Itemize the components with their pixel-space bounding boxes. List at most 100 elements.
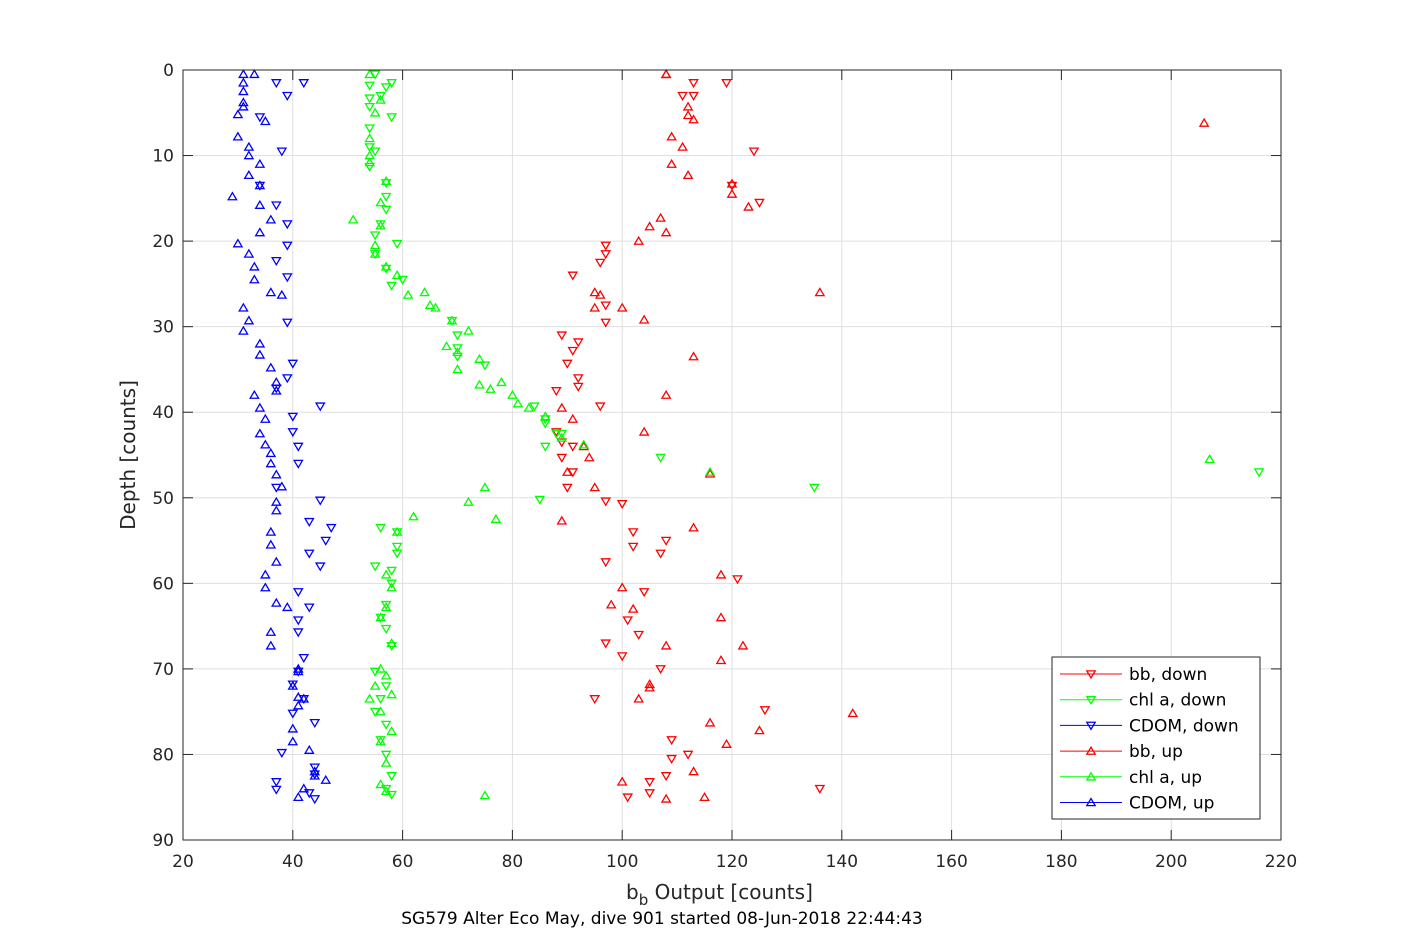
- marker-chl-a-up: [380, 757, 392, 767]
- marker-cdom-down: [314, 496, 326, 506]
- marker-bb-up: [666, 158, 677, 168]
- marker-chl-a-down: [386, 579, 397, 589]
- marker-cdom-up: [298, 693, 310, 703]
- marker-bb-down: [567, 442, 579, 452]
- marker-bb-down: [600, 318, 612, 328]
- marker-chl-a-down: [375, 523, 386, 533]
- marker-cdom-down: [276, 748, 288, 759]
- marker-chl-a-up: [463, 325, 474, 335]
- marker-chl-a-up: [463, 496, 474, 506]
- marker-cdom-down: [314, 562, 326, 572]
- marker-cdom-up: [270, 505, 282, 515]
- x-tick-label: 160: [935, 852, 967, 872]
- marker-bb-down: [561, 359, 573, 369]
- marker-chl-a-down: [364, 124, 375, 134]
- marker-bb-down: [814, 784, 826, 794]
- marker-bb-up: [660, 793, 672, 803]
- marker-bb-down: [660, 772, 672, 782]
- marker-chl-a-down: [364, 143, 375, 153]
- marker-bb-up: [633, 693, 645, 703]
- marker-bb-down: [666, 736, 677, 746]
- marker-chl-a-up: [375, 94, 386, 104]
- marker-cdom-down: [287, 709, 299, 719]
- marker-cdom-up: [276, 481, 288, 491]
- marker-cdom-up: [238, 101, 249, 111]
- legend: bb, down chl a, down CDOM, down bb, up chl a…: [1051, 656, 1261, 820]
- marker-bb-down: [589, 695, 601, 705]
- marker-cdom-down: [292, 442, 304, 452]
- marker-bb-down: [644, 789, 655, 799]
- marker-chl-a-up: [380, 785, 392, 796]
- marker-cdom-up: [287, 736, 299, 746]
- marker-chl-a-down: [375, 91, 386, 101]
- marker-bb-down: [627, 528, 639, 538]
- marker-cdom-up: [238, 325, 249, 335]
- marker-cdom-down: [276, 147, 288, 157]
- marker-bb-up: [660, 69, 672, 79]
- legend-marker-bb-down: [1085, 670, 1097, 680]
- marker-chl-a-up: [375, 779, 386, 789]
- marker-bb-down: [638, 588, 650, 598]
- legend-marker-chl-a-up: [1085, 771, 1097, 781]
- marker-cdom-up: [232, 131, 244, 141]
- marker-cdom-up: [270, 377, 282, 387]
- marker-bb-up: [644, 221, 655, 231]
- marker-bb-down: [600, 558, 612, 568]
- marker-cdom-down: [281, 318, 293, 328]
- marker-cdom-up: [270, 556, 282, 566]
- data-markers: [227, 69, 1265, 805]
- marker-chl-a-down: [386, 79, 397, 89]
- marker-cdom-up: [292, 700, 304, 710]
- marker-chl-a-up: [380, 175, 392, 186]
- marker-chl-a-up: [364, 133, 375, 143]
- marker-chl-a-up: [446, 315, 458, 325]
- marker-chl-a-up: [419, 287, 430, 297]
- marker-chl-a-up: [485, 383, 496, 393]
- marker-cdom-down: [292, 628, 304, 638]
- marker-chl-a-up: [441, 341, 452, 351]
- y-tick-label: 20: [152, 232, 174, 252]
- marker-chl-a-down: [369, 70, 381, 80]
- marker-chl-a-down: [375, 695, 386, 705]
- marker-cdom-up: [276, 289, 288, 299]
- marker-bb-up: [589, 287, 601, 297]
- y-tick-label: 50: [152, 489, 174, 509]
- marker-bb-down: [622, 793, 634, 803]
- marker-bb-up: [682, 101, 694, 111]
- marker-bb-down: [556, 453, 568, 463]
- marker-cdom-down: [281, 374, 293, 384]
- marker-bb-down: [567, 346, 579, 356]
- marker-chl-a-up: [424, 300, 436, 310]
- x-tick-label: 20: [172, 852, 194, 872]
- legend-box: [1051, 656, 1261, 820]
- marker-bb-up: [704, 468, 716, 478]
- marker-bb-down: [688, 79, 699, 89]
- marker-chl-a-up: [1204, 454, 1215, 464]
- x-tick-label: 200: [1155, 852, 1187, 872]
- y-tick-label: 10: [152, 147, 174, 167]
- marker-cdom-up: [265, 287, 277, 297]
- marker-bb-down: [660, 536, 672, 546]
- legend-label-chl-a-up: chl a, up: [1129, 768, 1202, 788]
- marker-cdom-up: [265, 458, 277, 468]
- marker-chl-a-up: [375, 663, 386, 673]
- marker-bb-down: [600, 250, 612, 260]
- marker-bb-up: [1198, 117, 1210, 127]
- marker-chl-a-up: [380, 670, 392, 680]
- marker-chl-a-up: [474, 379, 485, 389]
- marker-cdom-down: [281, 241, 293, 251]
- marker-chl-a-down: [380, 750, 392, 760]
- marker-chl-a-up: [386, 637, 397, 648]
- marker-chl-a-down: [452, 352, 463, 362]
- x-axis-label-rest: Output [counts]: [648, 880, 813, 904]
- marker-bb-up: [638, 314, 650, 324]
- figure-caption: SG579 Alter Eco May, dive 901 started 08…: [401, 909, 923, 929]
- marker-bb-up: [644, 682, 655, 692]
- marker-bb-down: [556, 438, 568, 448]
- marker-chl-a-down: [386, 790, 397, 800]
- x-tick-label: 100: [606, 852, 638, 872]
- marker-bb-up: [660, 389, 672, 399]
- marker-bb-down: [572, 382, 584, 392]
- marker-cdom-up: [265, 640, 277, 650]
